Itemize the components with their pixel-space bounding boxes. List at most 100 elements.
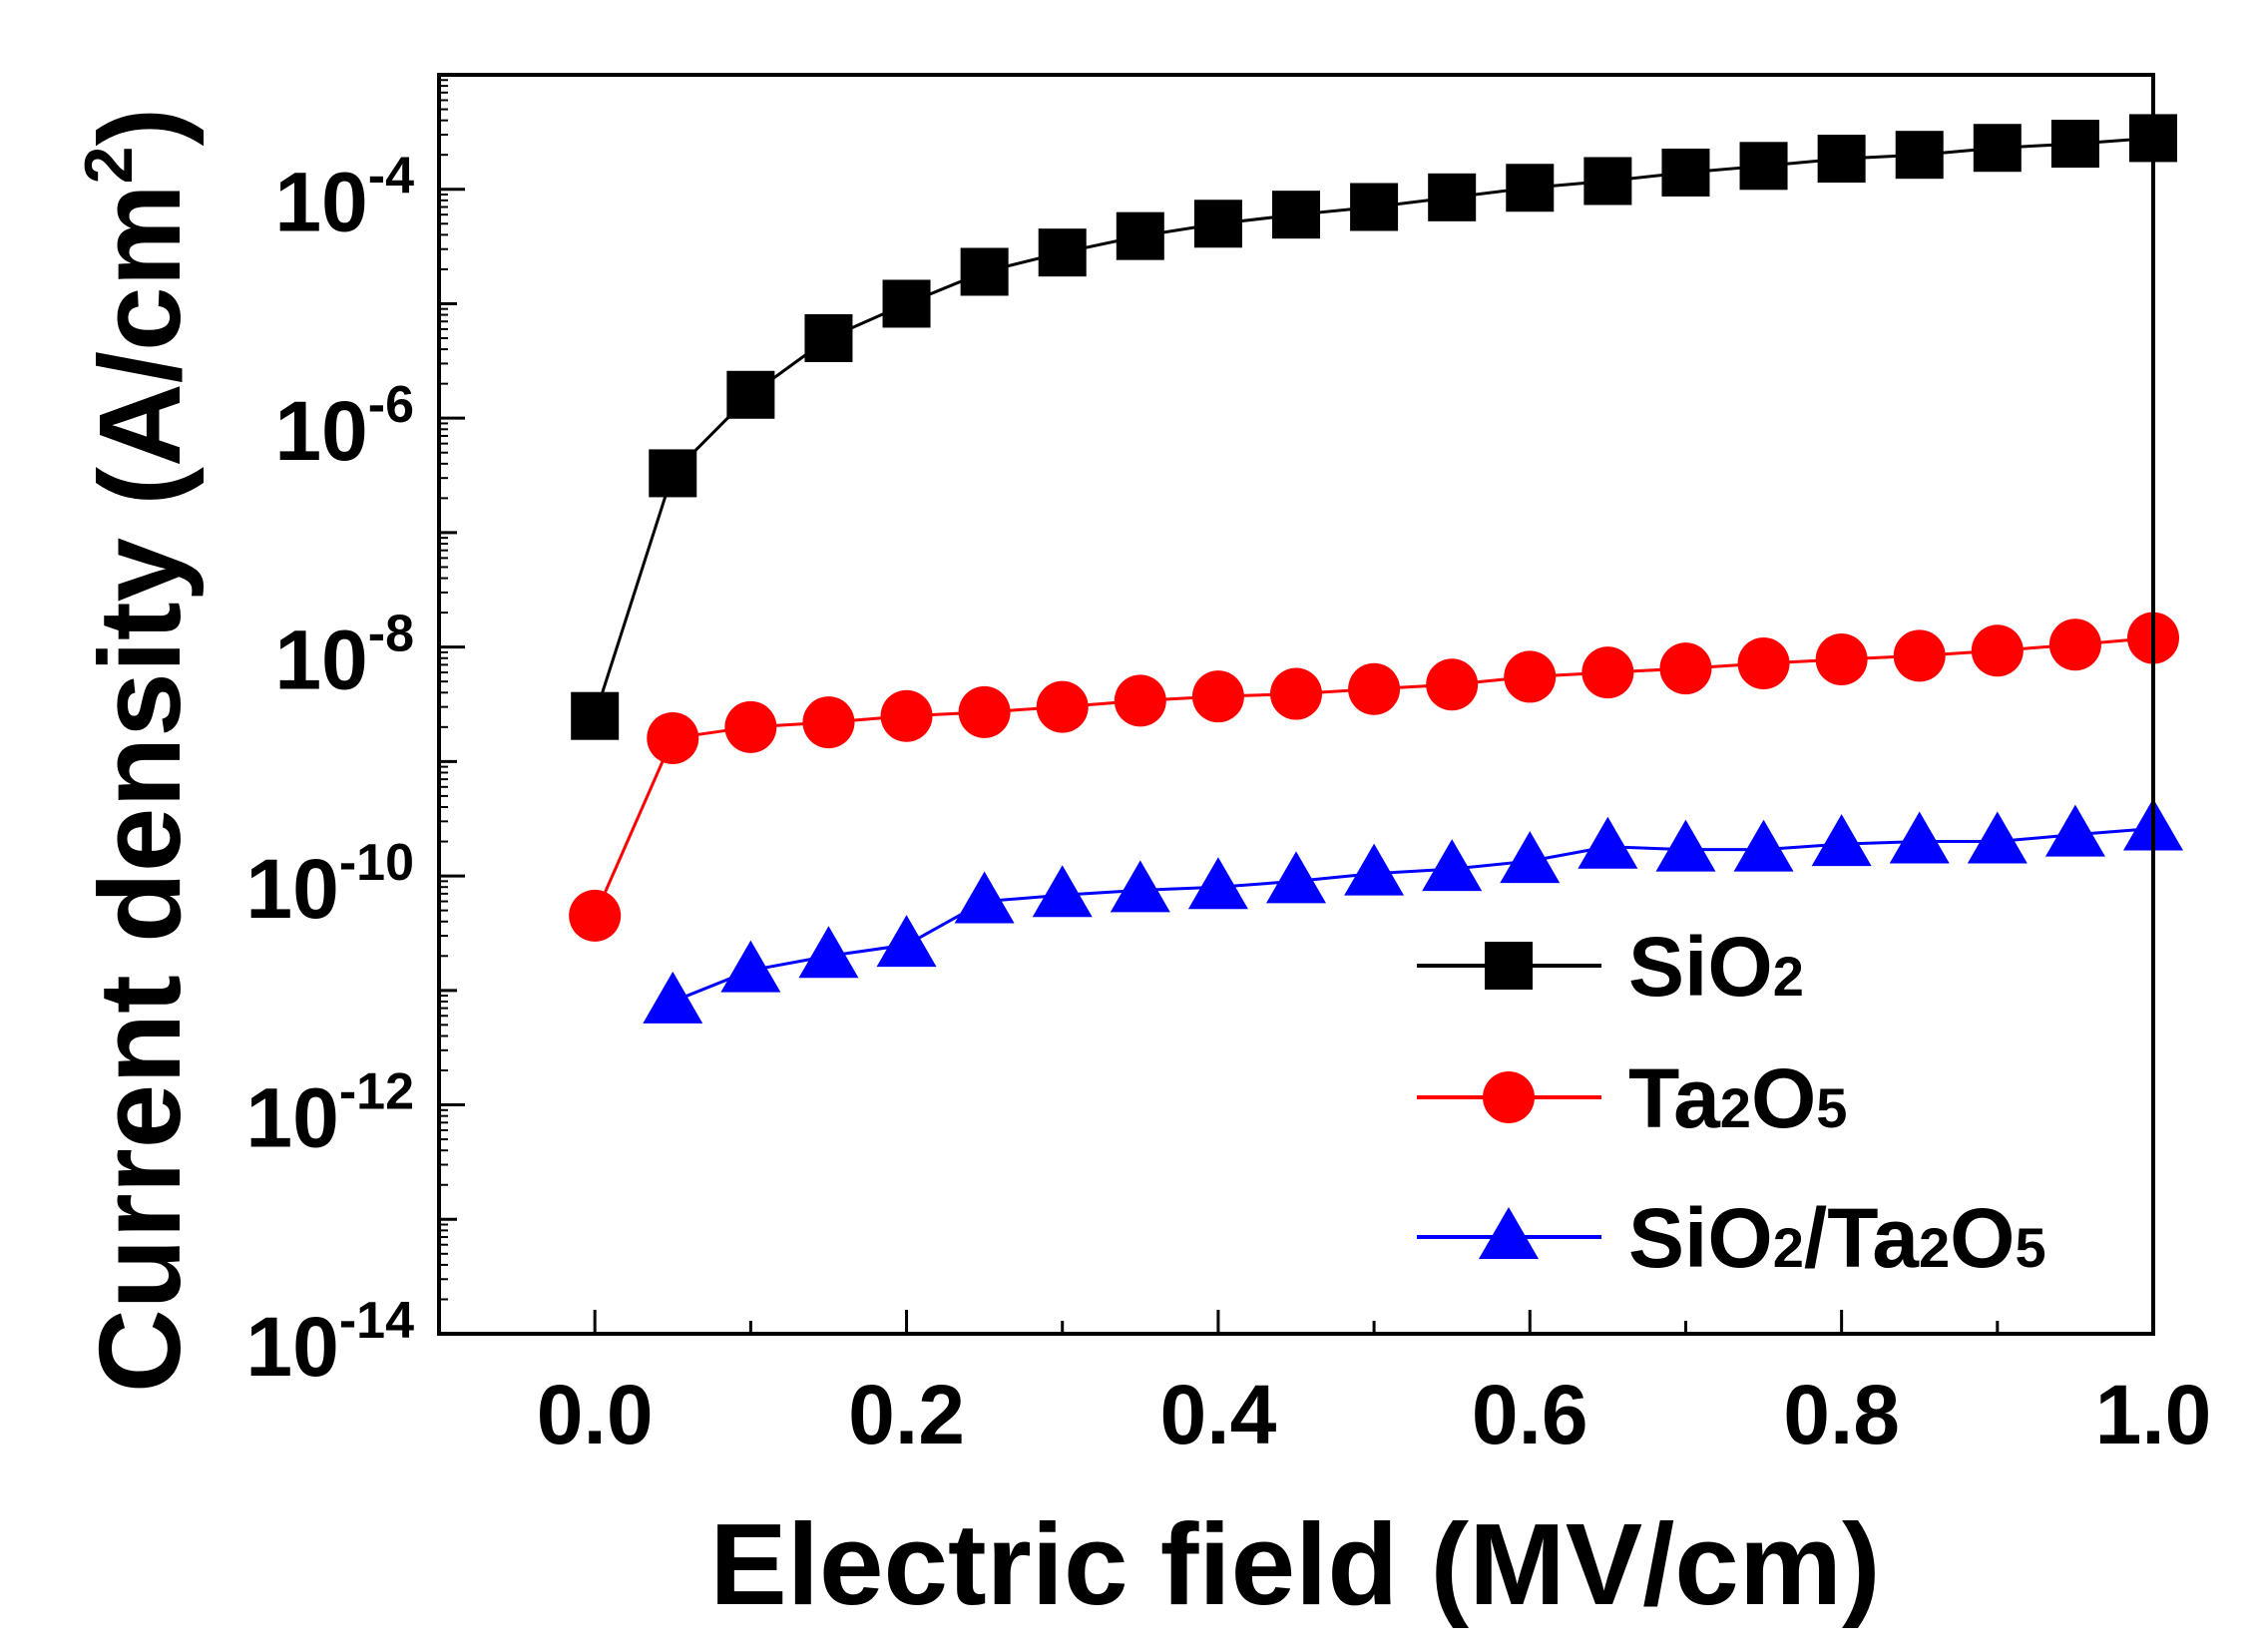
legend-item: SiO2 (1417, 920, 1804, 1014)
data-point (1811, 814, 1872, 867)
data-point (726, 370, 775, 419)
legend-marker (1479, 1207, 1539, 1259)
data-point (1270, 667, 1322, 720)
data-point (1428, 173, 1477, 221)
legend-marker (1485, 942, 1533, 990)
legend-subscript: 2 (1773, 945, 1804, 1008)
x-axis-title: Electric field (MV/cm) (709, 1499, 1880, 1629)
legend-text: /Ta (1804, 1191, 1920, 1285)
y-tick-base: 10 (245, 1300, 338, 1394)
y-tick-exponent: -10 (339, 834, 414, 892)
y-tick-base: 10 (245, 842, 338, 936)
data-point (1889, 811, 1950, 864)
legend-subscript: 5 (2016, 1216, 2046, 1279)
data-point (720, 940, 781, 993)
data-point (1661, 148, 1710, 197)
data-point (1110, 860, 1170, 913)
data-point (1504, 650, 1557, 703)
data-point (1193, 200, 1242, 248)
series-triangle (643, 798, 2183, 1024)
data-point (1817, 135, 1866, 184)
legend-label: SiO2/Ta2O5 (1628, 1191, 2046, 1285)
data-point (1116, 211, 1164, 260)
data-point (571, 691, 620, 740)
y-tick-label: 10-10 (245, 834, 414, 936)
data-point (1426, 658, 1479, 711)
series-square (571, 114, 2177, 740)
y-tick-exponent: -4 (368, 148, 414, 206)
x-tick-label: 0.4 (1160, 1368, 1277, 1461)
legend-subscript: 2 (1773, 1216, 1804, 1279)
y-tick-base: 10 (274, 614, 367, 707)
data-point (1191, 670, 1244, 723)
legend-subscript: 2 (1919, 1216, 1950, 1279)
legend-subscript: 5 (1816, 1076, 1847, 1139)
y-axis-title-base: Current density (A/cm (75, 184, 205, 1393)
legend-marker (1483, 1071, 1535, 1123)
data-point (1500, 831, 1561, 884)
data-point (882, 279, 931, 328)
legend-text: O (1950, 1191, 2015, 1285)
legend-item: Ta2O5 (1417, 1051, 1847, 1145)
data-point (1739, 142, 1788, 191)
y-tick-label: 10-8 (274, 606, 414, 707)
data-point (1506, 164, 1555, 212)
y-tick-label: 10-14 (245, 1292, 414, 1394)
data-point (647, 711, 699, 764)
legend-item: SiO2/Ta2O5 (1417, 1191, 2046, 1285)
tick-labels: 0.0 0.2 0.4 0.6 0.8 1.010-410-610-810-1010-12… (245, 148, 2211, 1461)
data-point (1036, 680, 1089, 733)
data-point (1114, 674, 1166, 727)
plot-frame (437, 73, 2155, 1336)
data-point (649, 449, 697, 498)
data-point (1971, 624, 2024, 677)
x-tick-label: 0.0 (537, 1368, 654, 1461)
data-point (876, 915, 937, 968)
data-point (1815, 633, 1868, 686)
y-tick-base: 10 (274, 384, 367, 478)
data-point (1895, 131, 1944, 180)
data-point (1973, 124, 2022, 173)
data-point (1581, 646, 1634, 699)
data-point (1350, 183, 1399, 231)
y-tick-label: 10-12 (245, 1063, 414, 1165)
plot-series (569, 114, 2183, 1024)
legend-text: Si (1628, 1191, 1707, 1285)
series-circle (569, 612, 2179, 942)
data-point (958, 685, 1011, 738)
y-axis-title-sup: 2 (71, 147, 147, 185)
data-point (798, 926, 859, 979)
data-point (1344, 843, 1405, 896)
data-point (1348, 662, 1401, 715)
y-axis-title: Current density (A/cm2) (71, 108, 205, 1393)
legend-label: Ta2O5 (1628, 1051, 1847, 1145)
legend-text: O (1707, 920, 1772, 1014)
data-point (804, 313, 853, 362)
data-point (1272, 191, 1320, 239)
y-tick-exponent: -14 (339, 1292, 414, 1350)
data-point (1422, 839, 1483, 892)
y-tick-exponent: -6 (368, 376, 414, 434)
data-point (1893, 629, 1946, 682)
data-point (1038, 228, 1087, 277)
y-tick-exponent: -12 (339, 1063, 414, 1121)
legend-text: Si (1628, 920, 1707, 1014)
legend-subscript: 2 (1720, 1076, 1751, 1139)
data-point (954, 871, 1015, 924)
legend-text: O (1707, 1191, 1772, 1285)
data-point (569, 889, 622, 942)
data-point (1967, 811, 2028, 864)
data-point (1733, 819, 1794, 872)
y-tick-base: 10 (245, 1071, 338, 1165)
data-point (1266, 851, 1326, 904)
data-point (2050, 120, 2099, 169)
data-point (802, 696, 855, 749)
legend-text: Ta (1628, 1051, 1721, 1145)
data-point (880, 689, 933, 742)
x-tick-label: 0.2 (848, 1368, 965, 1461)
data-point (1187, 857, 1248, 910)
data-point (2044, 804, 2105, 857)
